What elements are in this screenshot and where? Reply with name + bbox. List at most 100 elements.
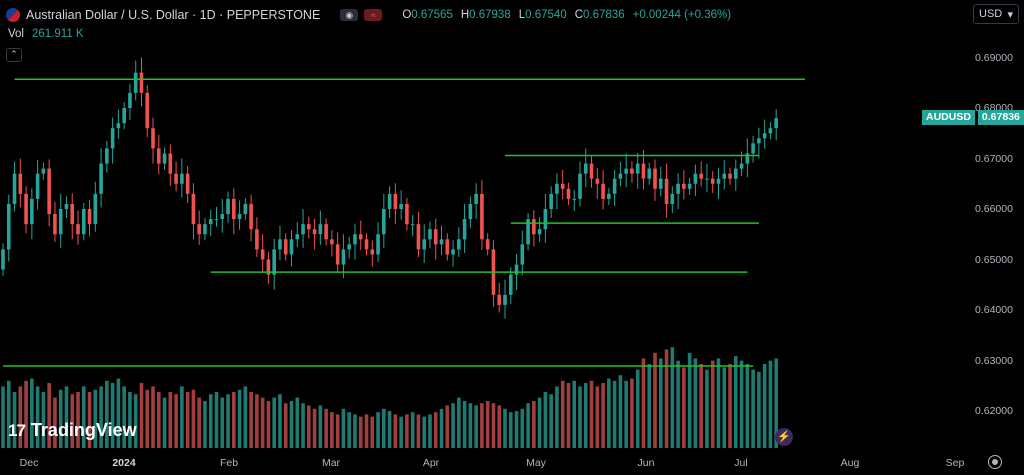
currency-selector[interactable]: USD ▾: [973, 4, 1019, 24]
candle: [53, 214, 57, 235]
candle: [12, 173, 17, 204]
candle: [64, 203, 69, 209]
candle: [393, 193, 398, 209]
candle: [526, 219, 530, 245]
candle: [710, 178, 715, 184]
volume-bar: [283, 403, 288, 448]
candle: [162, 153, 167, 164]
tradingview-logo[interactable]: 17 TradingView: [8, 420, 137, 441]
candle: [630, 168, 634, 174]
wave-icon[interactable]: ≈: [364, 9, 383, 21]
volume-bar: [24, 380, 28, 448]
volume-bar: [647, 364, 652, 448]
candle: [560, 183, 565, 189]
price-axis-tick: 0.69000: [975, 51, 1013, 64]
candle: [762, 133, 767, 139]
candle: [485, 239, 490, 250]
candle: [76, 224, 80, 235]
candle: [618, 173, 623, 179]
volume-bar: [197, 397, 201, 448]
symbol-header: Australian Dollar / U.S. Dollar · 1D · P…: [6, 6, 731, 24]
volume-bar: [116, 378, 121, 448]
time-axis-tick: Aug: [840, 457, 860, 469]
volume-bar: [330, 412, 334, 448]
volume-bar: [18, 386, 23, 448]
candle: [601, 183, 605, 199]
volume-bar: [578, 386, 582, 448]
volume-bar: [174, 394, 178, 448]
volume-bar: [301, 403, 305, 448]
candle: [156, 148, 161, 164]
volume-bar: [405, 414, 409, 448]
candle: [687, 183, 692, 189]
volume-bar: [572, 380, 577, 448]
volume-bar: [474, 405, 478, 448]
volume-bar: [722, 367, 727, 448]
ohlc-values: O0.67565 H0.67938 L0.67540 C0.67836 +0.0…: [402, 9, 731, 21]
volume-bar: [203, 400, 207, 448]
volume-bar: [439, 408, 444, 448]
candle: [203, 224, 207, 235]
volume-bar: [180, 386, 184, 448]
volume-bar: [693, 358, 698, 448]
volume-bar: [399, 416, 403, 448]
candle: [549, 193, 553, 209]
volume-bar: [635, 369, 640, 448]
volume-bar: [53, 397, 57, 448]
lightning-icon[interactable]: ⚡: [775, 428, 793, 446]
volume-label[interactable]: Vol: [8, 28, 24, 40]
candle: [370, 249, 375, 255]
volume-bar: [324, 408, 328, 448]
candle: [81, 209, 86, 235]
candle: [670, 193, 675, 204]
candle: [468, 203, 473, 220]
volume-bar: [237, 389, 242, 448]
volume-bar: [387, 411, 392, 448]
candle: [318, 224, 323, 235]
time-axis-tick: Dec: [19, 457, 39, 469]
collapse-legend-button[interactable]: ⌃: [6, 48, 22, 62]
candle: [376, 234, 380, 255]
candle: [405, 203, 409, 225]
candle: [635, 163, 640, 174]
candle: [733, 168, 738, 179]
candle: [658, 178, 663, 189]
candle: [99, 163, 103, 194]
volume-bar: [416, 414, 421, 448]
candle: [693, 173, 698, 184]
candle: [537, 229, 542, 235]
volume-bar: [6, 380, 11, 448]
candle: [457, 239, 461, 250]
candle: [543, 209, 548, 230]
settings-icon[interactable]: [988, 455, 1002, 469]
candle: [347, 244, 351, 250]
price-axis-tick: 0.66000: [975, 203, 1013, 215]
volume-bar: [739, 360, 744, 448]
volume-bar: [555, 386, 559, 448]
candle: [399, 203, 403, 209]
candle: [122, 108, 126, 124]
volume-bar: [445, 405, 450, 448]
candle: [145, 92, 150, 129]
candle: [387, 193, 392, 209]
volume-bar: [30, 378, 34, 448]
candle: [474, 193, 478, 204]
eye-icon[interactable]: ◉: [340, 9, 359, 21]
volume-bar: [583, 383, 588, 448]
candle: [266, 259, 271, 275]
volume-bar: [670, 347, 675, 448]
candle: [520, 244, 525, 265]
volume-bar: [526, 403, 530, 448]
symbol-title[interactable]: Australian Dollar / U.S. Dollar · 1D · P…: [26, 8, 321, 22]
candle: [191, 193, 196, 225]
volume-bar: [208, 394, 213, 448]
candle: [47, 168, 51, 215]
volume-bar: [41, 392, 46, 448]
volume-bar: [682, 367, 686, 448]
volume-bar: [653, 352, 657, 448]
volume-bar: [87, 392, 92, 448]
candle: [30, 198, 34, 225]
volume-bar: [733, 356, 738, 448]
